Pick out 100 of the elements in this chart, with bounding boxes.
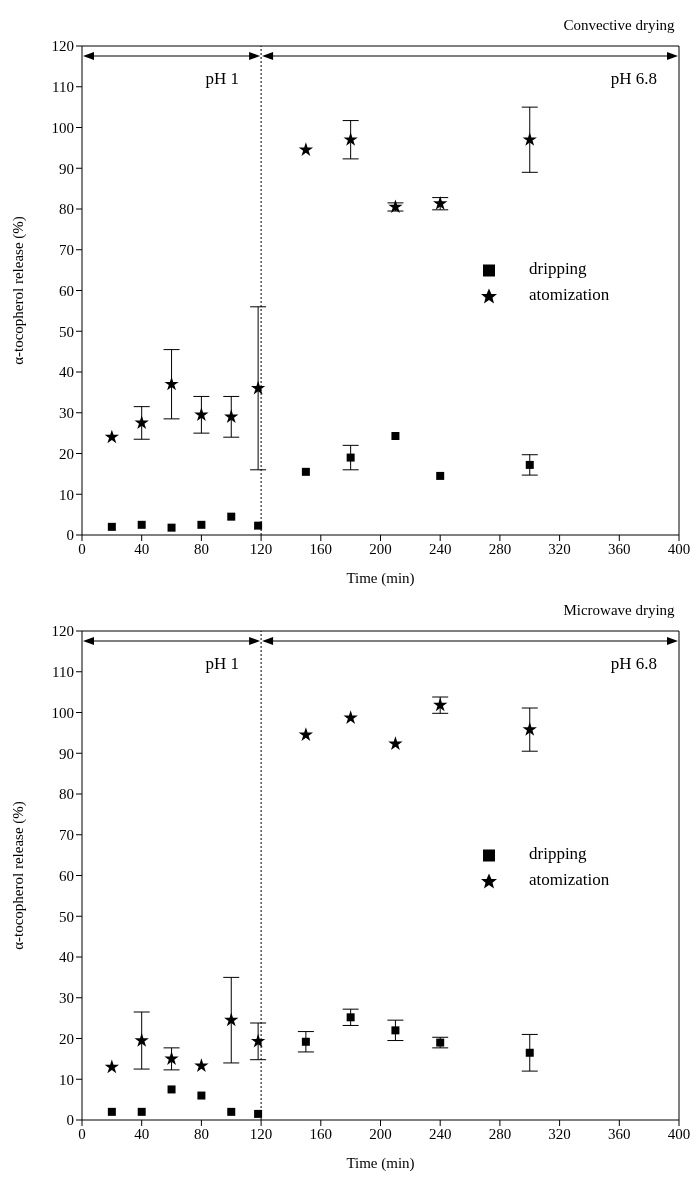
y-tick-label: 100 xyxy=(51,119,74,136)
point xyxy=(522,722,537,736)
point xyxy=(391,431,400,440)
y-tick-label: 70 xyxy=(59,827,74,844)
point xyxy=(250,380,266,395)
point xyxy=(346,1013,355,1022)
y-tick-label: 40 xyxy=(59,364,74,381)
point xyxy=(194,1058,209,1072)
point xyxy=(388,736,403,750)
point xyxy=(227,1107,236,1116)
point xyxy=(343,710,358,724)
point xyxy=(107,522,116,531)
x-axis-title: Time (min) xyxy=(346,1155,415,1172)
y-tick-label: 60 xyxy=(59,867,74,884)
point xyxy=(104,429,120,444)
point xyxy=(301,1037,310,1046)
x-tick-label: 400 xyxy=(667,1125,691,1142)
point xyxy=(197,1091,206,1100)
y-tick-label: 70 xyxy=(59,242,74,259)
x-tick-label: 80 xyxy=(193,540,209,557)
y-tick-label: 120 xyxy=(51,623,74,640)
legend-label: atomization xyxy=(529,285,610,305)
legend-label: dripping xyxy=(529,259,588,279)
x-tick-label: 160 xyxy=(309,1125,333,1142)
x-tick-label: 280 xyxy=(488,540,512,557)
point xyxy=(522,132,537,146)
y-tick-label: 20 xyxy=(59,1030,74,1047)
point xyxy=(343,132,358,146)
point xyxy=(134,1032,149,1047)
y-tick-label: 20 xyxy=(59,445,74,462)
y-tick-label: 100 xyxy=(51,704,74,721)
point xyxy=(525,460,534,469)
x-tick-label: 80 xyxy=(193,1125,209,1142)
x-tick-label: 0 xyxy=(78,1125,86,1142)
y-tick-label: 30 xyxy=(59,990,74,1007)
point xyxy=(224,409,239,423)
y-tick-label: 90 xyxy=(59,160,74,177)
x-tick-label: 240 xyxy=(428,1125,452,1142)
x-tick-label: 0 xyxy=(78,540,86,557)
x-tick-label: 40 xyxy=(134,1125,150,1142)
point xyxy=(301,467,310,476)
point xyxy=(194,407,209,421)
x-tick-label: 120 xyxy=(249,540,273,557)
y-tick-label: 0 xyxy=(66,1112,74,1129)
y-axis-title: α-tocopherol release (%) xyxy=(10,216,28,365)
point xyxy=(137,1107,146,1116)
point xyxy=(164,1051,179,1065)
x-tick-label: 40 xyxy=(134,540,150,557)
x-tick-label: 400 xyxy=(667,540,691,557)
chart-title: Convective drying xyxy=(563,17,676,33)
point xyxy=(107,1107,116,1116)
point xyxy=(224,1012,239,1027)
y-tick-label: 50 xyxy=(59,908,74,925)
y-tick-label: 60 xyxy=(59,282,74,299)
x-tick-label: 200 xyxy=(369,540,392,557)
annotation: pH 1 xyxy=(205,654,240,673)
point xyxy=(436,471,445,480)
y-tick-label: 40 xyxy=(59,949,74,966)
y-tick-label: 10 xyxy=(59,486,74,503)
point xyxy=(134,415,149,430)
y-tick-label: 80 xyxy=(59,786,74,803)
point xyxy=(104,1059,120,1074)
y-tick-label: 110 xyxy=(52,79,74,96)
x-tick-label: 360 xyxy=(608,1125,631,1142)
legend-label: dripping xyxy=(529,844,588,864)
point xyxy=(391,1026,400,1035)
annotation: pH 6.8 xyxy=(610,69,657,88)
chart-title: Microwave drying xyxy=(563,602,676,618)
y-tick-label: 0 xyxy=(66,527,74,544)
point xyxy=(167,1085,176,1094)
point xyxy=(250,1033,266,1048)
point xyxy=(167,523,176,532)
x-tick-label: 120 xyxy=(249,1125,273,1142)
point xyxy=(346,453,355,462)
point xyxy=(525,1048,534,1057)
y-tick-label: 110 xyxy=(52,664,74,681)
y-tick-label: 120 xyxy=(51,38,74,55)
point xyxy=(137,520,146,529)
y-tick-label: 50 xyxy=(59,323,74,340)
annotation: pH 1 xyxy=(205,69,240,88)
x-tick-label: 320 xyxy=(548,1125,571,1142)
y-tick-label: 10 xyxy=(59,1071,74,1088)
point xyxy=(164,376,179,391)
y-axis-title: α-tocopherol release (%) xyxy=(10,801,28,950)
point xyxy=(254,1109,263,1118)
point xyxy=(227,512,236,521)
point xyxy=(254,521,263,530)
point xyxy=(436,1038,445,1047)
x-axis-title: Time (min) xyxy=(346,570,415,587)
y-tick-label: 90 xyxy=(59,745,74,762)
annotation: pH 6.8 xyxy=(610,654,657,673)
y-tick-label: 80 xyxy=(59,201,74,218)
y-tick-label: 30 xyxy=(59,405,74,422)
x-tick-label: 320 xyxy=(548,540,571,557)
point xyxy=(197,520,206,529)
legend-label: atomization xyxy=(529,870,610,890)
x-tick-label: 360 xyxy=(608,540,631,557)
x-tick-label: 240 xyxy=(428,540,452,557)
x-tick-label: 280 xyxy=(488,1125,512,1142)
x-tick-label: 160 xyxy=(309,540,333,557)
